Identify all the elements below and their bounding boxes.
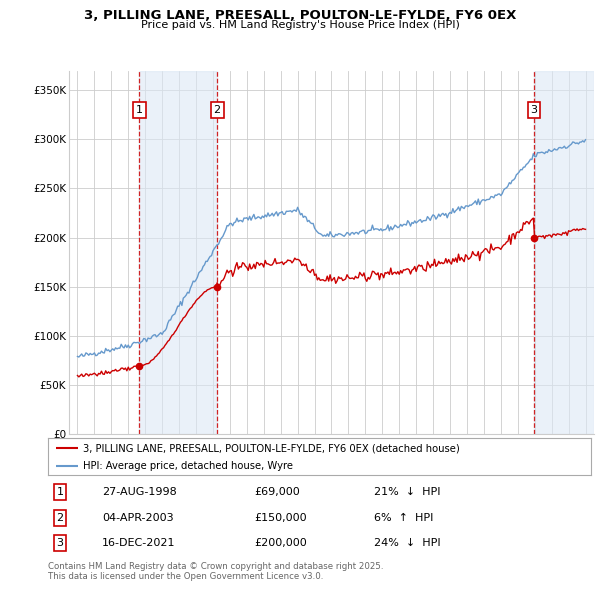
Text: HPI: Average price, detached house, Wyre: HPI: Average price, detached house, Wyre: [83, 461, 293, 471]
Text: £150,000: £150,000: [254, 513, 307, 523]
Text: 04-APR-2003: 04-APR-2003: [103, 513, 174, 523]
Text: 3, PILLING LANE, PREESALL, POULTON-LE-FYLDE, FY6 0EX (detached house): 3, PILLING LANE, PREESALL, POULTON-LE-FY…: [83, 443, 460, 453]
Text: Contains HM Land Registry data © Crown copyright and database right 2025.
This d: Contains HM Land Registry data © Crown c…: [48, 562, 383, 581]
Text: 16-DEC-2021: 16-DEC-2021: [103, 538, 176, 548]
Text: 21%  ↓  HPI: 21% ↓ HPI: [374, 487, 440, 497]
Bar: [534, 71, 594, 434]
Text: 24%  ↓  HPI: 24% ↓ HPI: [374, 538, 440, 548]
Text: 3: 3: [530, 105, 538, 115]
Text: 1: 1: [56, 487, 64, 497]
Text: 1: 1: [136, 105, 143, 115]
Text: 27-AUG-1998: 27-AUG-1998: [103, 487, 177, 497]
Text: 3: 3: [56, 538, 64, 548]
Text: 6%  ↑  HPI: 6% ↑ HPI: [374, 513, 433, 523]
Text: 2: 2: [56, 513, 64, 523]
Bar: [139, 71, 217, 434]
Text: Price paid vs. HM Land Registry's House Price Index (HPI): Price paid vs. HM Land Registry's House …: [140, 20, 460, 30]
Text: £69,000: £69,000: [254, 487, 300, 497]
Text: 2: 2: [214, 105, 221, 115]
Text: £200,000: £200,000: [254, 538, 307, 548]
Text: 3, PILLING LANE, PREESALL, POULTON-LE-FYLDE, FY6 0EX: 3, PILLING LANE, PREESALL, POULTON-LE-FY…: [84, 9, 516, 22]
